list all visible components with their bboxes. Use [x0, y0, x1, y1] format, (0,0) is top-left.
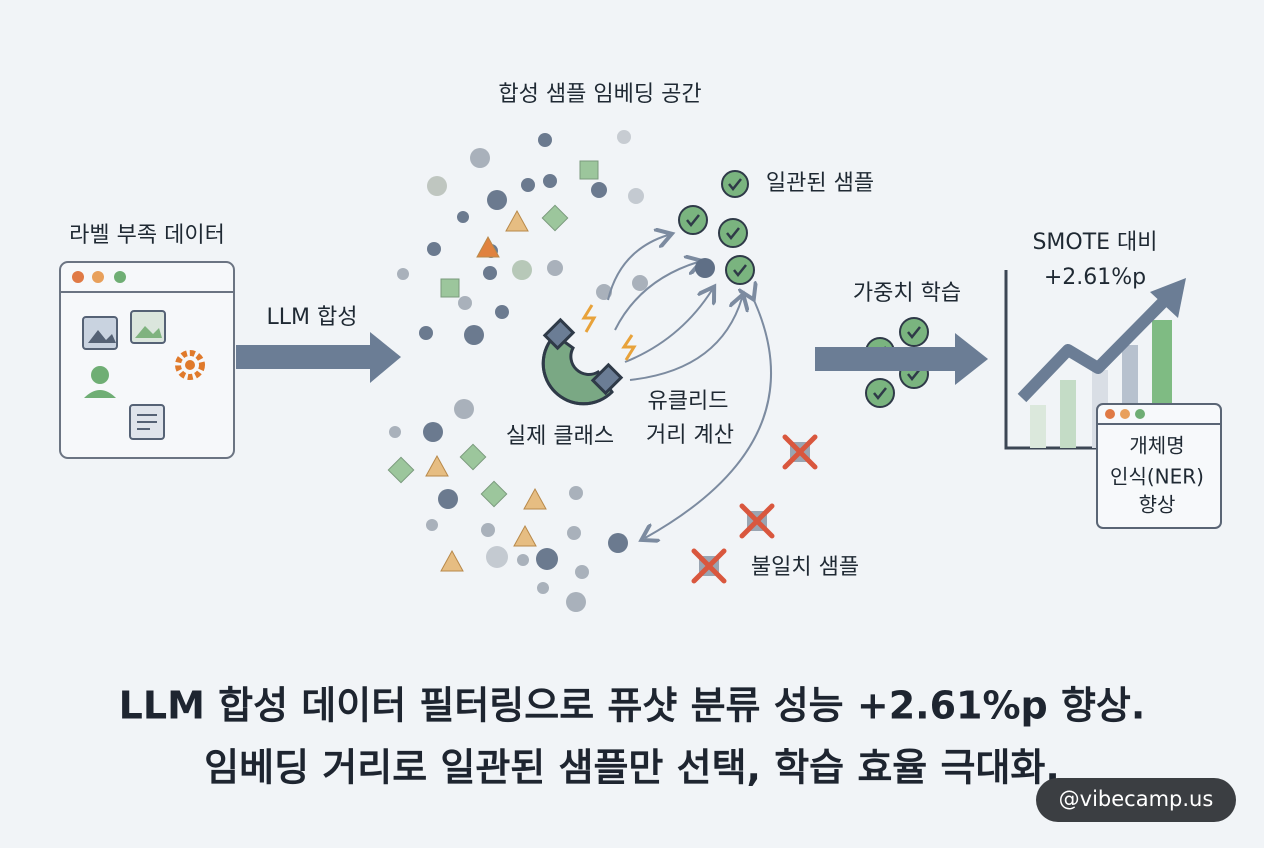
sample-dot [454, 399, 474, 419]
sample-dot [569, 486, 583, 500]
sample-dot [521, 178, 535, 192]
inconsistent-samples [691, 434, 818, 584]
caption-line: LLM 합성 데이터 필터링으로 퓨샷 분류 성능 +2.61%p 향상. [119, 684, 1146, 728]
sample-dot [591, 182, 607, 198]
check-mark [873, 387, 887, 401]
result-comparison: SMOTE 대비 [1032, 230, 1157, 255]
sample-triangle [425, 454, 449, 477]
task-label: 인식(NER) [1110, 465, 1204, 489]
sample-dot [537, 582, 549, 594]
sample-dot [566, 592, 586, 612]
sample-dot [538, 133, 552, 147]
sample-square [480, 480, 508, 508]
check-badge [865, 378, 895, 408]
sample-dot [575, 565, 589, 579]
sample-dot [457, 211, 469, 223]
sample-dot [464, 325, 484, 345]
check-mark [907, 326, 921, 340]
cross-mark [691, 548, 727, 584]
cross-mark [739, 503, 775, 539]
sample-dot [423, 422, 443, 442]
sample-square [579, 160, 599, 180]
caption-line: 임베딩 거리로 일관된 샘플만 선택, 학습 효율 극대화. [204, 746, 1060, 790]
magnet-icon [541, 304, 637, 406]
distance-label: 유클리드 [648, 389, 729, 414]
consistent-label: 일관된 샘플 [766, 171, 874, 196]
sample-triangle [476, 235, 500, 258]
result-chart [1004, 270, 1222, 529]
sample-dot [426, 519, 438, 531]
sample-dot [632, 275, 648, 291]
check-mark [728, 178, 742, 192]
check-badge [718, 218, 748, 248]
sample-dot [486, 546, 508, 568]
sample-triangle [513, 524, 537, 547]
sample-dot [427, 176, 447, 196]
sample-dot [695, 258, 715, 278]
check-badge [725, 255, 755, 285]
sample-dot [543, 174, 557, 188]
synthesis-label: LLM 합성 [267, 305, 358, 330]
sample-dot [608, 533, 628, 553]
sample-dot [512, 260, 532, 280]
sample-dot [397, 268, 409, 280]
inconsistent-label: 불일치 샘플 [751, 555, 859, 580]
sample-dot [628, 188, 644, 204]
input-label: 라벨 부족 데이터 [69, 223, 225, 248]
task-label: 개체명 [1129, 434, 1184, 458]
sample-triangle [523, 487, 547, 510]
real-class-label: 실제 클래스 [506, 424, 614, 449]
sample-dot [419, 326, 433, 340]
sample-dot [427, 242, 441, 256]
sample-square [440, 278, 460, 298]
check-mark [907, 368, 921, 382]
sample-dot [567, 526, 581, 540]
result-gain: +2.61%p [1044, 265, 1146, 290]
sample-triangle [505, 209, 529, 232]
sample-square [459, 443, 487, 471]
sample-triangle [440, 549, 464, 572]
sample-scatter [387, 130, 648, 612]
check-badge [678, 205, 708, 235]
check-mark [726, 227, 740, 241]
training-label: 가중치 학습 [853, 281, 961, 306]
training-arrow [815, 333, 988, 385]
input-window [59, 261, 235, 459]
sample-dot [547, 260, 563, 276]
cross-mark [782, 434, 818, 470]
sample-dot [438, 489, 458, 509]
task-label: 향상 [1139, 493, 1176, 517]
sample-dot [481, 523, 495, 537]
sample-dot [517, 554, 529, 566]
sample-dot [389, 426, 401, 438]
distance-label: 거리 계산 [646, 423, 734, 448]
sample-dot [617, 130, 631, 144]
sample-square [387, 456, 415, 484]
sample-dot [458, 296, 472, 310]
synthesis-arrow [236, 332, 401, 383]
check-mark [686, 214, 700, 228]
attraction-arrows [607, 235, 772, 538]
sample-dot [470, 148, 490, 168]
sample-dot [495, 305, 509, 319]
check-badge [721, 170, 749, 198]
check-badge [899, 317, 929, 347]
check-mark [733, 264, 747, 278]
sample-square [541, 204, 569, 232]
sample-dot [536, 548, 558, 570]
sample-dot [483, 266, 497, 280]
watermark: @vibecamp.us [1059, 787, 1214, 811]
embedding-title: 합성 샘플 임베딩 공간 [498, 82, 701, 107]
sample-dot [487, 190, 507, 210]
watermark-badge [1036, 778, 1236, 822]
